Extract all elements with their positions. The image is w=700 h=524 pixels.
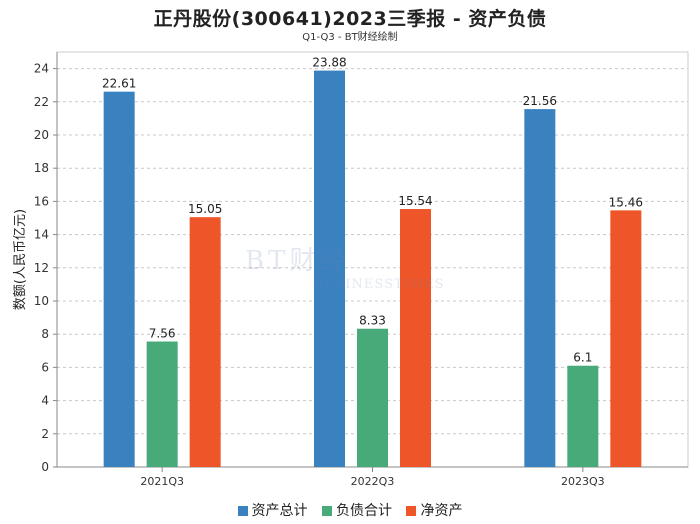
y-tick-label: 18 bbox=[34, 161, 49, 175]
bar bbox=[524, 109, 556, 467]
bar bbox=[357, 328, 388, 467]
bar-value-label: 23.88 bbox=[312, 56, 346, 70]
bar-value-label: 15.46 bbox=[609, 195, 643, 209]
legend-swatch bbox=[406, 506, 417, 516]
y-axis-title: 数额(人民币亿元) bbox=[13, 209, 28, 310]
bar bbox=[610, 210, 642, 467]
bar-value-label: 7.56 bbox=[149, 327, 176, 341]
y-tick-label: 16 bbox=[34, 194, 49, 208]
chart-subtitle: Q1-Q3 - BT财经绘制 bbox=[302, 32, 398, 43]
y-tick-label: 12 bbox=[34, 261, 49, 275]
legend-item[interactable]: 资产总计 bbox=[237, 500, 308, 520]
bar bbox=[314, 70, 345, 467]
bar-value-label: 15.05 bbox=[188, 202, 222, 216]
y-tick-label: 22 bbox=[34, 95, 49, 109]
x-tick-label: 2022Q3 bbox=[351, 475, 395, 488]
legend-label: 负债合计 bbox=[336, 503, 392, 519]
y-tick-label: 10 bbox=[34, 294, 49, 308]
legend-item[interactable]: 净资产 bbox=[406, 500, 462, 520]
chart-title: 正丹股份(300641)2023三季报 - 资产负债 bbox=[153, 8, 547, 30]
y-tick-label: 6 bbox=[41, 360, 49, 374]
chart-legend: 资产总计 负债合计 净资产 bbox=[0, 500, 700, 520]
y-tick-label: 2 bbox=[41, 427, 49, 441]
bar-value-label: 6.1 bbox=[573, 351, 592, 365]
bar bbox=[189, 217, 221, 467]
bar-value-label: 8.33 bbox=[359, 314, 386, 328]
legend-item[interactable]: 负债合计 bbox=[322, 500, 392, 520]
x-tick-label: 2023Q3 bbox=[561, 475, 605, 488]
y-tick-label: 4 bbox=[41, 394, 49, 408]
y-tick-label: 14 bbox=[34, 228, 49, 242]
bar-value-label: 15.54 bbox=[398, 194, 432, 208]
legend-swatch bbox=[237, 506, 248, 516]
y-tick-label: 24 bbox=[34, 62, 49, 76]
legend-label: 资产总计 bbox=[251, 503, 308, 519]
bar-value-label: 21.56 bbox=[523, 94, 557, 108]
bar bbox=[146, 341, 178, 467]
y-tick-label: 20 bbox=[34, 128, 49, 142]
y-tick-label: 0 bbox=[41, 460, 49, 474]
bar-value-label: 22.61 bbox=[102, 77, 136, 91]
bar bbox=[400, 209, 431, 467]
bar bbox=[103, 91, 135, 467]
y-tick-label: 8 bbox=[41, 327, 49, 341]
legend-swatch bbox=[322, 506, 332, 516]
x-tick-label: 2021Q3 bbox=[140, 475, 184, 488]
legend-label: 净资产 bbox=[420, 503, 463, 519]
bar bbox=[567, 365, 599, 467]
